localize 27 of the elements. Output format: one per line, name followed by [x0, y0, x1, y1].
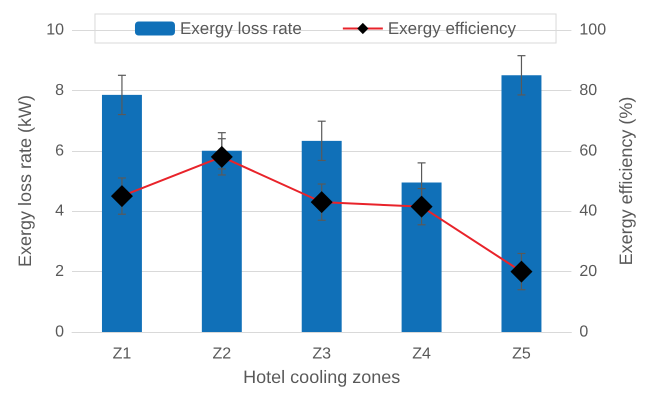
bar — [302, 140, 342, 332]
y2-tick-label: 40 — [579, 202, 598, 220]
y-axis-title: Exergy loss rate (kW) — [15, 94, 35, 268]
y-tick-label: 8 — [55, 82, 64, 99]
x-tick-label: Z2 — [212, 346, 232, 362]
y-tick-label: 10 — [46, 22, 64, 38]
y2-tick-label: 60 — [579, 142, 598, 160]
y2-tick-label: 0 — [579, 324, 588, 340]
y-tick-label: 6 — [55, 142, 64, 160]
y-tick-label: 2 — [55, 263, 64, 280]
x-axis-title: Hotel cooling zones — [243, 367, 400, 387]
x-tick-label: Z3 — [312, 346, 332, 362]
legend-label: Exergy efficiency — [388, 19, 517, 38]
x-tick-label: Z4 — [412, 346, 432, 362]
y2-tick-label: 80 — [579, 82, 598, 99]
x-tick-label: Z5 — [512, 346, 531, 362]
y-tick-label: 4 — [55, 202, 64, 220]
bar — [501, 75, 542, 332]
bar — [202, 150, 242, 332]
y2-tick-label: 20 — [579, 263, 598, 280]
bar — [402, 182, 442, 332]
legend-label: Exergy loss rate — [180, 19, 302, 38]
y2-axis-title: Exergy efficiency (%) — [616, 96, 636, 266]
bar — [102, 94, 142, 332]
x-tick-label: Z1 — [112, 346, 132, 362]
y-tick-label: 0 — [55, 324, 64, 340]
y2-tick-label: 100 — [579, 22, 606, 38]
